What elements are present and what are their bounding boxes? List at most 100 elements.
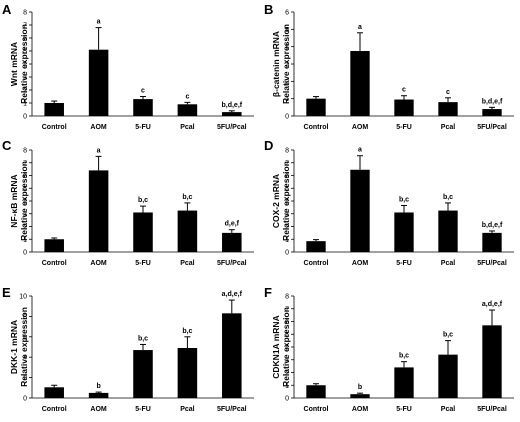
- y-tick-label: 0: [23, 114, 27, 121]
- significance-label: c: [185, 93, 189, 100]
- x-tick-label: 5-FU: [135, 124, 151, 131]
- y-axis-title: COX-2 mRNA: [271, 174, 281, 228]
- y-tick-label: 4: [23, 62, 27, 69]
- chart-panel-e: E DKK-1 mRNA Relative expression 0 2 4 6 8 10 Con…: [2, 285, 254, 413]
- x-tick-label: Control: [42, 124, 67, 131]
- panel-letter: F: [264, 285, 272, 300]
- y-tick-label: 5: [23, 49, 27, 56]
- x-tick-label: AOM: [352, 406, 369, 413]
- bar: [438, 210, 458, 252]
- y-tick-label: 8: [23, 314, 27, 321]
- y-tick-label: 4: [23, 355, 27, 362]
- y-axis-title: Relative expression: [19, 161, 29, 241]
- bar: [44, 239, 64, 252]
- y-tick-label: 2: [285, 370, 289, 377]
- bar: [482, 325, 502, 398]
- bar: [482, 232, 502, 252]
- y-tick-label: 6: [285, 173, 289, 180]
- bar: [350, 394, 370, 398]
- x-tick-label: 5-FU: [396, 260, 412, 267]
- y-tick-label: 6: [285, 10, 289, 17]
- y-tick-label: 8: [23, 148, 27, 155]
- y-tick-label: 1: [285, 237, 289, 244]
- bar: [88, 392, 109, 398]
- y-tick-label: 3: [23, 211, 27, 218]
- y-tick-label: 1: [23, 101, 27, 108]
- y-axis-title: Relative expression: [281, 161, 291, 241]
- y-tick-label: 7: [285, 160, 289, 167]
- significance-label: d,e,f: [225, 221, 240, 228]
- significance-label: b,d,e,f: [482, 98, 503, 105]
- significance-label: b: [358, 384, 362, 391]
- significance-label: a,d,e,f: [222, 291, 243, 298]
- y-tick-label: 2: [23, 224, 27, 231]
- x-tick-label: 5-FU: [135, 260, 151, 267]
- bar: [88, 49, 109, 117]
- bar: [482, 109, 502, 116]
- x-tick-label: Pcal: [180, 124, 194, 131]
- x-tick-label: 5FU/Pcal: [477, 124, 507, 131]
- bar: [306, 385, 326, 398]
- y-tick-label: 7: [285, 306, 289, 313]
- y-tick-label: 2: [23, 88, 27, 95]
- y-tick-label: 5: [285, 186, 289, 193]
- y-tick-label: 3: [285, 357, 289, 364]
- y-tick-label: 4: [285, 44, 289, 51]
- y-axis-title: Relative expression: [281, 307, 291, 387]
- bar: [222, 112, 242, 116]
- chart-panel-f: F CDKN1A mRNA Relative expression 0 1 2 3 4 5 6 7 8…: [264, 285, 514, 413]
- significance-label: b,c: [138, 197, 148, 204]
- y-tick-label: 4: [285, 199, 289, 206]
- y-tick-label: 2: [285, 224, 289, 231]
- bar: [306, 241, 326, 252]
- bar: [133, 212, 153, 252]
- significance-label: b,c: [182, 328, 192, 335]
- y-tick-label: 0: [285, 396, 289, 403]
- y-axis-title: β-catenin mRNA: [271, 31, 281, 97]
- chart-panel-c: C NF-κB mRNA Relative expression 0 1 2 3 4 5 6 7 8 C…: [2, 138, 254, 267]
- x-tick-label: 5-FU: [396, 124, 412, 131]
- x-tick-label: Pcal: [441, 124, 455, 131]
- significance-label: b: [96, 383, 100, 390]
- bar: [350, 169, 370, 252]
- bar: [177, 104, 198, 116]
- significance-label: a: [358, 24, 362, 31]
- chart-panel-a: A Wnt mRNA Relative expression 0 1 2 3 4 5 6 7 8 Con…: [2, 2, 254, 131]
- y-axis-title: Wnt mRNA: [9, 42, 19, 86]
- bar: [438, 354, 458, 398]
- y-tick-label: 8: [285, 148, 289, 155]
- x-tick-label: Control: [304, 260, 329, 267]
- x-tick-label: AOM: [352, 124, 369, 131]
- panel-letter: C: [2, 138, 12, 153]
- x-tick-label: Pcal: [180, 260, 194, 267]
- x-tick-label: AOM: [90, 406, 107, 413]
- significance-label: b,c: [399, 196, 409, 203]
- y-tick-label: 1: [285, 96, 289, 103]
- y-axis-title: Relative expression: [19, 307, 29, 387]
- x-tick-label: 5FU/Pcal: [477, 260, 507, 267]
- y-tick-label: 5: [285, 332, 289, 339]
- significance-label: b,c: [182, 194, 192, 201]
- panel-letter: B: [264, 2, 273, 17]
- chart-panel-d: D COX-2 mRNA Relative expression 0 1 2 3 4 5 6 7 8 C…: [264, 138, 514, 267]
- x-tick-label: Pcal: [441, 260, 455, 267]
- bar: [350, 51, 370, 116]
- x-tick-label: Control: [304, 124, 329, 131]
- y-tick-label: 0: [23, 250, 27, 257]
- bar: [222, 313, 242, 398]
- x-tick-label: Control: [304, 406, 329, 413]
- y-axis-title: Relative expression: [281, 24, 291, 104]
- significance-label: b,c: [399, 353, 409, 360]
- y-tick-label: 6: [23, 173, 27, 180]
- bar: [133, 350, 153, 398]
- x-tick-label: Control: [42, 406, 67, 413]
- y-tick-label: 2: [23, 375, 27, 382]
- x-tick-label: Pcal: [180, 406, 194, 413]
- bar: [394, 367, 414, 398]
- x-tick-label: AOM: [90, 124, 107, 131]
- y-tick-label: 3: [285, 62, 289, 69]
- significance-label: a: [97, 19, 101, 26]
- y-axis-title: Relative expression: [19, 24, 29, 104]
- chart-panel-b: Bβ-catenin mRNA Relative expression 0 1 2 3 4 5…: [264, 2, 514, 131]
